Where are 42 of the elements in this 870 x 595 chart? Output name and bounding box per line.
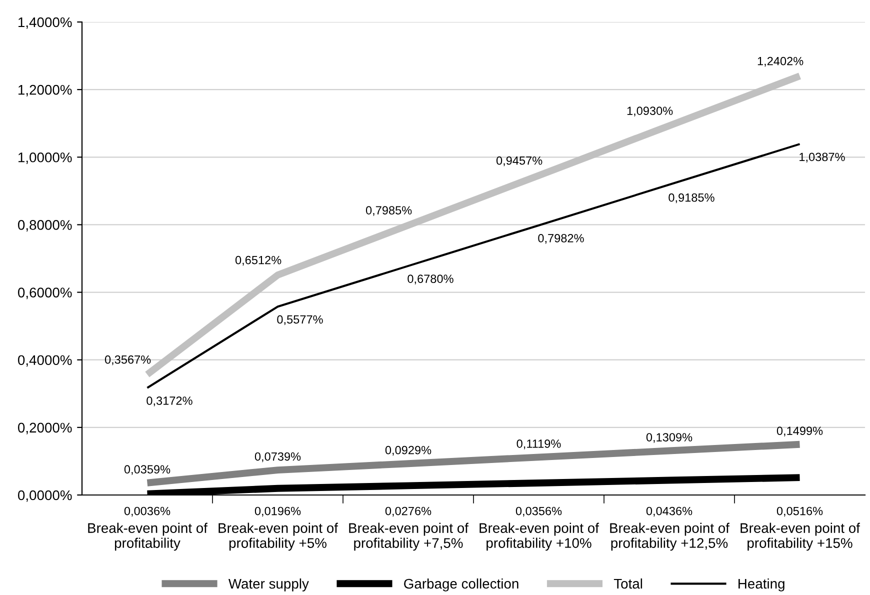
data-label: 0,0359% [124, 465, 170, 475]
y-tick-label: 1,4000% [18, 17, 72, 29]
x-tick-label: Break-even point of profitability +7,5% [349, 522, 468, 551]
x-tick-label: Break-even point of profitability +15% [740, 522, 860, 551]
data-label: 0,3172% [146, 396, 192, 406]
data-label: 0,6780% [408, 274, 454, 284]
data-label: 0,0356% [516, 506, 562, 517]
y-tick-label: 0,2000% [18, 422, 72, 434]
data-label: 0,0929% [385, 446, 432, 456]
data-label: 0,0739% [254, 452, 301, 462]
data-label: 0,9185% [668, 193, 714, 204]
data-label: 0,7982% [538, 234, 584, 244]
data-label: 1,2402% [758, 56, 804, 67]
data-label: 0,3567% [104, 355, 151, 366]
y-tick-label: 1,0000% [18, 152, 72, 164]
data-label: 1,0930% [627, 106, 673, 116]
y-tick-label: 0,8000% [18, 220, 72, 232]
y-tick-label: 0,0000% [18, 490, 72, 502]
data-label: 0,1309% [646, 433, 692, 443]
data-label: 0,9457% [496, 156, 542, 166]
legend-label: Heating [738, 578, 784, 592]
data-label: 1,0387% [800, 152, 845, 163]
data-label: 0,5577% [277, 315, 323, 326]
data-label: 0,1119% [516, 440, 561, 450]
y-tick-label: 1,2000% [18, 84, 72, 96]
legend-label: Garbage collection [404, 578, 518, 592]
legend-label: Water supply [228, 578, 309, 592]
data-label: 0,0516% [776, 506, 823, 517]
data-label: 0,0196% [254, 506, 301, 517]
data-label: 0,0276% [385, 506, 432, 517]
data-label: 0,1499% [776, 426, 823, 436]
x-tick-label: Break-even point of profitability +12,5% [610, 522, 730, 551]
x-tick-label: Break-even point of profitability +10% [480, 522, 599, 551]
data-label: 0,7985% [366, 206, 412, 216]
data-label: 0,6512% [235, 256, 282, 266]
data-label: 0,0036% [124, 506, 170, 517]
y-tick-label: 0,4000% [18, 355, 72, 367]
legend-label: Total [614, 578, 642, 589]
x-tick-label: Break-even point of profitability [88, 522, 208, 551]
x-tick-label: Break-even point of profitability +5% [218, 522, 338, 551]
y-tick-label: 0,6000% [18, 288, 72, 300]
data-label: 0,0436% [646, 506, 692, 517]
